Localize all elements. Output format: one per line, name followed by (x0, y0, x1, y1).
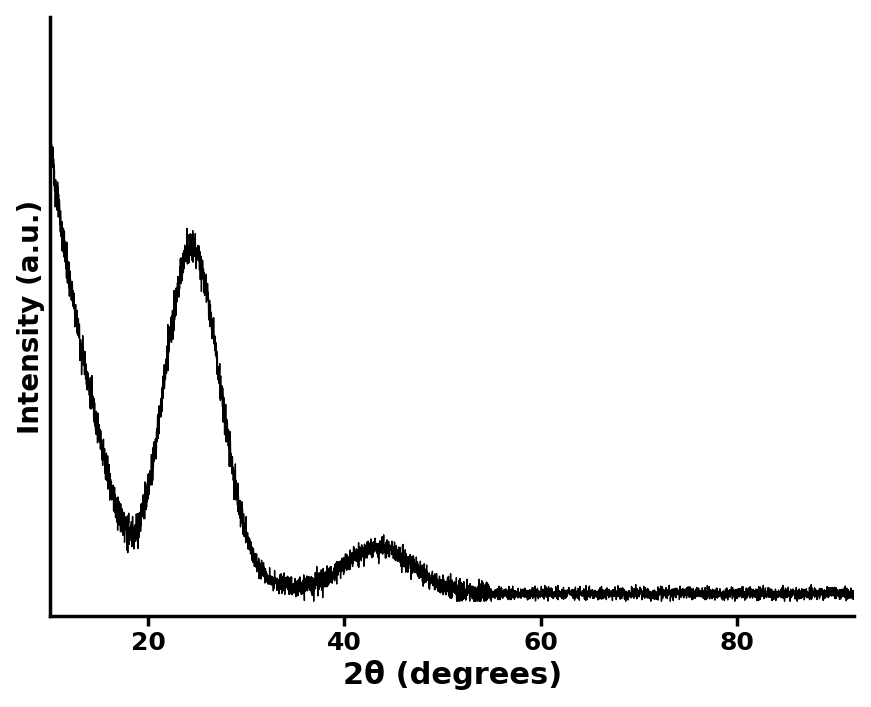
Y-axis label: Intensity (a.u.): Intensity (a.u.) (17, 199, 44, 433)
X-axis label: 2θ (degrees): 2θ (degrees) (342, 660, 562, 690)
